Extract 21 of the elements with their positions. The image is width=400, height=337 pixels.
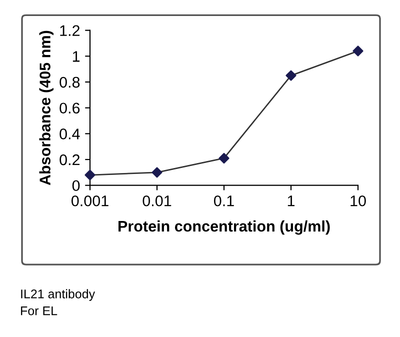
y-tick-label: 0.4 bbox=[60, 128, 80, 140]
point bbox=[218, 152, 230, 164]
point bbox=[286, 70, 296, 81]
x-tick-label: 10 bbox=[350, 195, 366, 206]
text: For EL bbox=[21, 306, 58, 316]
point bbox=[84, 170, 96, 180]
y-tick-label: 0.2 bbox=[60, 154, 80, 166]
point bbox=[352, 46, 364, 56]
y-tick-label: 0.8 bbox=[60, 76, 80, 88]
y-tick-label: 0 bbox=[72, 180, 80, 192]
y-tick-label: 1.2 bbox=[60, 25, 80, 36]
y-tick-label: 0.6 bbox=[60, 102, 80, 114]
x-tick-label: 0.01 bbox=[142, 195, 172, 206]
y-axis-title: Absorbance (405 nm) bbox=[39, 30, 54, 186]
x-tick-label: 1 bbox=[288, 196, 295, 206]
point bbox=[152, 167, 162, 178]
x-tick-label: 0.001 bbox=[71, 195, 108, 206]
text: IL21 antibody bbox=[21, 289, 96, 301]
x-tick-label: 0.1 bbox=[214, 195, 234, 206]
x-axis-title: Protein concentration (ug/ml) bbox=[118, 220, 330, 235]
y-tick-label: 1 bbox=[72, 51, 80, 62]
